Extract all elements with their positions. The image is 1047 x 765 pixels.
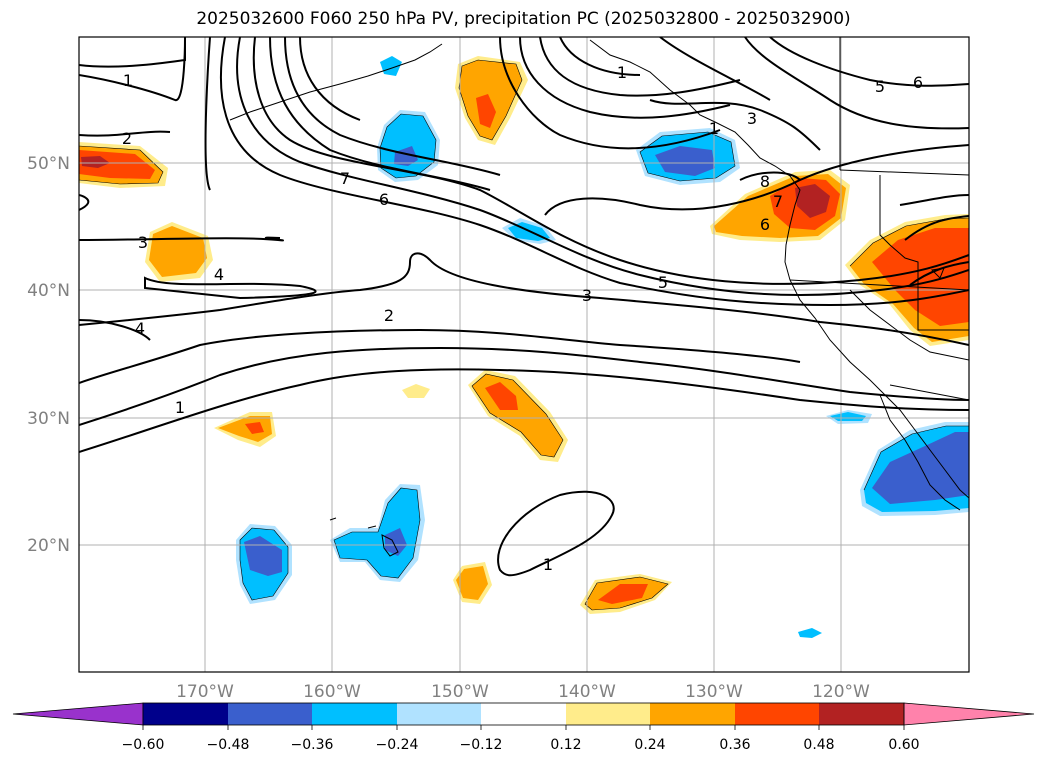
precip-blob-pos xyxy=(81,156,110,168)
contour-label: 3 xyxy=(747,109,757,128)
colorbar-segment xyxy=(481,703,566,725)
colorbar-segment xyxy=(397,703,481,725)
coastlines xyxy=(229,37,969,557)
contour-label: 5 xyxy=(658,273,668,292)
contour-label: 6 xyxy=(379,190,389,209)
precip-blob-neg xyxy=(244,536,282,576)
lat-label: 40°N xyxy=(27,281,70,301)
contour-label: 4 xyxy=(214,265,224,284)
precip-blob-neg xyxy=(655,146,715,176)
lat-label: 20°N xyxy=(27,536,70,556)
plot-title: 2025032600 F060 250 hPa PV, precipitatio… xyxy=(196,9,851,29)
precip-blob-neg xyxy=(380,114,436,178)
colorbar-tick-label: 0.24 xyxy=(634,737,665,753)
contour-label: 7 xyxy=(340,169,350,188)
colorbar-extend-high xyxy=(903,702,1035,726)
colorbar-tick-label: −0.12 xyxy=(460,737,503,753)
contour-label: 6 xyxy=(760,215,770,234)
colorbar-border xyxy=(142,702,905,726)
lon-label: 140°W xyxy=(558,682,616,702)
lon-label: 160°W xyxy=(303,682,361,702)
colorbar-tick-label: 0.48 xyxy=(803,737,834,753)
pv-contours xyxy=(79,37,969,577)
precip-blob-pos xyxy=(485,382,518,410)
contour-label: 4 xyxy=(135,319,145,338)
contour-label: 2 xyxy=(384,306,394,325)
contour-label: 6 xyxy=(913,73,923,92)
contour-label: 1 xyxy=(709,119,719,138)
colorbar-segment xyxy=(566,703,650,725)
colorbar-tick-label: 0.60 xyxy=(888,737,919,753)
precip-blob-neg xyxy=(872,432,969,504)
precip-blob-neg xyxy=(385,528,407,556)
colorbar-segment xyxy=(819,703,904,725)
contour-label: 1 xyxy=(617,63,627,82)
colorbar: −0.60 −0.48 −0.36 −0.24 −0.12 0.12 0.24 … xyxy=(12,702,1035,753)
lat-label: 30°N xyxy=(27,409,70,429)
colorbar-segment xyxy=(650,703,735,725)
colorbar-segment xyxy=(312,703,397,725)
colorbar-tick-label: −0.60 xyxy=(122,737,165,753)
colorbar-tick-label: −0.24 xyxy=(376,737,419,753)
precip-blob-pos xyxy=(245,422,264,434)
precip-blob-neg xyxy=(798,628,822,638)
precip-blob-pos xyxy=(456,566,488,600)
colorbar-segment xyxy=(735,703,819,725)
contour-labels: 1 2 1 3 4 4 1 2 3 5 6 7 6 7 8 5 6 1 3 1 xyxy=(122,63,923,574)
contour-label: 2 xyxy=(122,129,132,148)
precip-blob-pos xyxy=(476,94,496,128)
colorbar-segment xyxy=(228,703,312,725)
colorbar-extend-low xyxy=(12,702,144,726)
precip-blob-pos xyxy=(795,184,830,218)
contour-label: 5 xyxy=(875,77,885,96)
map-background xyxy=(79,37,969,672)
precip-blob-neg xyxy=(394,146,418,166)
map-frame xyxy=(78,36,970,673)
contour-label: 1 xyxy=(123,71,133,90)
lon-label: 130°W xyxy=(685,682,743,702)
colorbar-tick-label: −0.48 xyxy=(207,737,250,753)
lon-label: 170°W xyxy=(176,682,234,702)
precip-outlines xyxy=(79,59,969,611)
lon-labels: 170°W 160°W 150°W 140°W 130°W 120°W xyxy=(176,682,870,702)
colorbar-tick-label: −0.36 xyxy=(291,737,334,753)
colorbar-tick-label: 0.36 xyxy=(719,737,750,753)
lat-label: 50°N xyxy=(27,154,70,174)
precip-blob-neg xyxy=(830,412,866,421)
precip-blob-pos xyxy=(402,384,430,398)
colorbar-segment xyxy=(143,703,228,725)
contour-label: 1 xyxy=(543,555,553,574)
lon-label: 120°W xyxy=(812,682,870,702)
contour-label: 3 xyxy=(582,286,592,305)
precip-blob-pos xyxy=(598,584,648,604)
contour-label: 1 xyxy=(175,398,185,417)
precip-blob-neg xyxy=(380,56,402,76)
colorbar-tick-label: 0.12 xyxy=(550,737,581,753)
contour-label: 7 xyxy=(773,192,783,211)
lat-labels: 50°N 40°N 30°N 20°N xyxy=(27,154,70,556)
precip-blob-neg xyxy=(334,488,420,578)
contour-label: 8 xyxy=(760,172,770,191)
contour-label: 3 xyxy=(138,233,148,252)
lon-label: 150°W xyxy=(431,682,489,702)
